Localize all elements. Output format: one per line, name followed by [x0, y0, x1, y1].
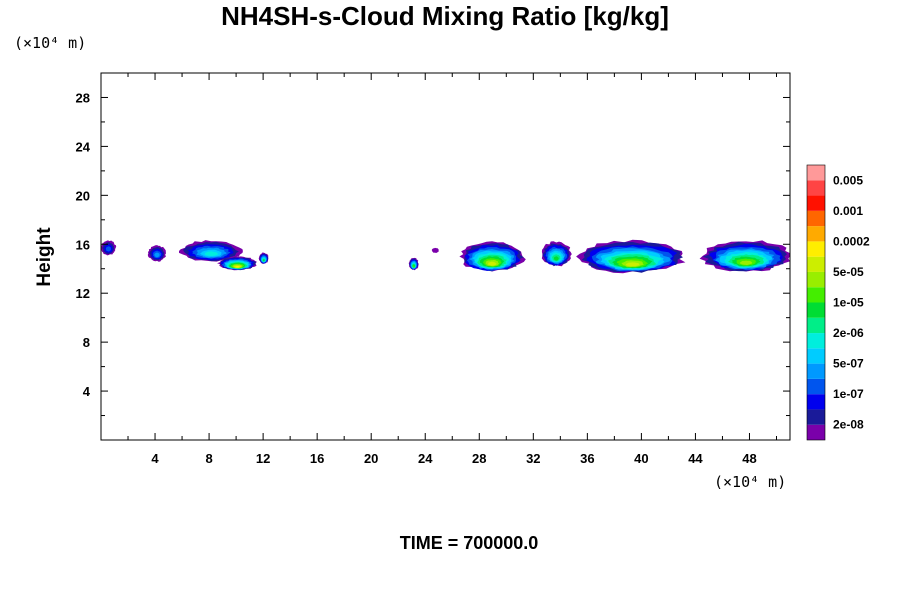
- colorbar-swatch: [807, 180, 825, 196]
- y-tick-label: 24: [76, 139, 91, 154]
- cloud-contour: [488, 261, 497, 266]
- x-tick-label: 48: [742, 451, 756, 466]
- x-tick-label: 20: [364, 451, 378, 466]
- colorbar-swatch: [807, 226, 825, 242]
- cloud-contour: [431, 247, 439, 253]
- plot-frame: [100, 72, 791, 441]
- colorbar-frame: [806, 164, 826, 441]
- cloud-contour: [553, 256, 559, 261]
- x-tick-label: 40: [634, 451, 648, 466]
- x-tick-label: 12: [256, 451, 270, 466]
- cloud-contour: [235, 266, 240, 268]
- colorbar-swatch: [807, 195, 825, 211]
- y-axis-label: Height: [34, 227, 55, 287]
- x-tick-label: 44: [688, 451, 703, 466]
- colorbar-label: 5e-07: [833, 357, 864, 371]
- cloud-contour: [625, 262, 640, 267]
- x-tick-label: 24: [418, 451, 433, 466]
- colorbar-swatch: [807, 241, 825, 257]
- colorbar-label: 2e-06: [833, 326, 864, 340]
- cloud-contour: [263, 259, 265, 262]
- y-tick-label: 8: [83, 335, 90, 350]
- colorbar-label: 0.001: [833, 204, 863, 218]
- colorbar-swatch: [807, 394, 825, 410]
- colorbar-swatch: [807, 302, 825, 318]
- colorbar-swatch: [807, 348, 825, 364]
- x-tick-label: 16: [310, 451, 324, 466]
- colorbar: 2e-08 1e-07 5e-07 2e-06 1e-05 5e-05 0.0002 0.00…: [806, 164, 870, 441]
- colorbar-swatch: [807, 271, 825, 288]
- colorbar-swatch: [807, 333, 825, 349]
- x-scale-label: (×10⁴ m): [714, 473, 786, 491]
- colorbar-swatch: [807, 256, 825, 272]
- y-tick-label: 16: [76, 237, 90, 252]
- cloud-contour: [105, 246, 111, 252]
- colorbar-swatch: [807, 210, 825, 227]
- colorbar-label: 0.0002: [833, 234, 870, 248]
- colorbar-label: 0.005: [833, 173, 863, 187]
- colorbar-swatch: [807, 378, 825, 395]
- colorbar-swatch: [807, 165, 825, 181]
- colorbar-label: 2e-08: [833, 418, 864, 432]
- y-scale-label: (×10⁴ m): [14, 34, 86, 52]
- x-tick-label: 28: [472, 451, 486, 466]
- colorbar-swatch: [807, 424, 825, 440]
- colorbar-swatch: [807, 363, 825, 379]
- cloud-contour: [154, 252, 160, 258]
- cloud-contour: [413, 265, 415, 268]
- colorbar-swatch: [807, 287, 825, 303]
- cloud-contour: [739, 260, 753, 265]
- x-tick-label: 8: [205, 451, 212, 466]
- y-tick-label: 4: [83, 384, 91, 399]
- y-tick-label: 28: [76, 90, 90, 105]
- x-tick-label: 4: [151, 451, 159, 466]
- cloud-contour: [204, 251, 219, 257]
- x-tick-label: 32: [526, 451, 540, 466]
- colorbar-swatch: [807, 409, 825, 425]
- colorbar-swatch: [807, 317, 825, 334]
- colorbar-label: 5e-05: [833, 265, 864, 279]
- time-footer: TIME = 700000.0: [400, 533, 539, 553]
- colorbar-label: 1e-07: [833, 387, 864, 401]
- chart-title: NH4SH-s-Cloud Mixing Ratio [kg/kg]: [221, 1, 669, 31]
- x-tick-label: 36: [580, 451, 594, 466]
- y-tick-label: 12: [76, 286, 90, 301]
- y-tick-label: 20: [76, 188, 90, 203]
- cloud-layer: [101, 239, 790, 274]
- colorbar-label: 1e-05: [833, 296, 864, 310]
